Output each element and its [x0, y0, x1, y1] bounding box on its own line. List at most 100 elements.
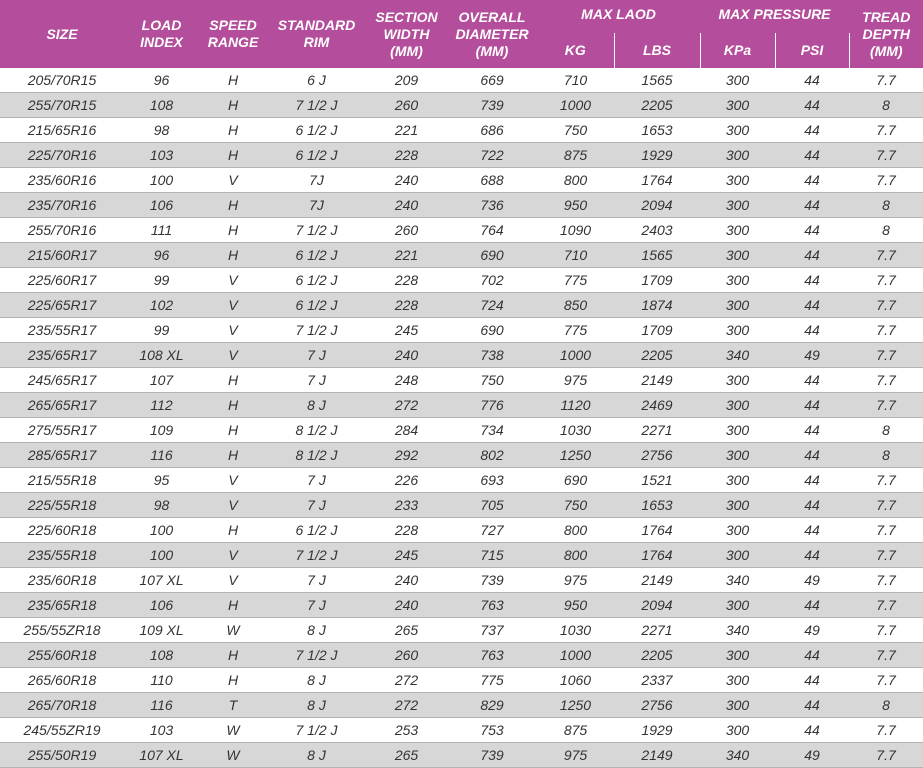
header-section-width-line1: SECTION	[375, 8, 438, 25]
overall-diameter-cell: 690	[447, 242, 537, 268]
max-load-kg-cell: 800	[537, 167, 614, 193]
size-cell: 275/55R17	[0, 417, 124, 443]
table-row: 235/55R17 99 V 7 1/2 J 245 690 775 1709 300 44 7.7	[0, 317, 923, 343]
standard-rim-cell: 7 1/2 J	[267, 317, 366, 343]
load-index-cell: 98	[124, 117, 199, 143]
table-row: 265/70R18 116 T 8 J 272 829 1250 2756 300 44 8	[0, 692, 923, 718]
table-row: 225/70R16 103 H 6 1/2 J 228 722 875 1929 300 44 7.…	[0, 142, 923, 168]
overall-diameter-cell: 739	[447, 742, 537, 768]
load-index-cell: 95	[124, 467, 199, 493]
standard-rim-cell: 8 J	[267, 617, 366, 643]
speed-range-cell: V	[199, 542, 267, 568]
table-row: 255/55ZR18 109 XL W 8 J 265 737 1030 2271 340 49 7…	[0, 617, 923, 643]
max-pressure-psi-cell: 44	[775, 542, 850, 568]
header-standard-rim-line1: STANDARD	[277, 17, 356, 33]
max-pressure-kpa-cell: 340	[700, 742, 776, 768]
max-pressure-psi-cell: 44	[775, 317, 850, 343]
max-pressure-kpa-cell: 300	[700, 242, 776, 268]
size-cell: 265/70R18	[0, 692, 124, 718]
table-row: 265/60R18 110 H 8 J 272 775 1060 2337 300 44 7.7	[0, 667, 923, 693]
load-index-cell: 102	[124, 292, 199, 318]
table-row: 255/50R19 107 XL W 8 J 265 739 975 2149 340 49 7.7	[0, 742, 923, 768]
overall-diameter-cell: 702	[447, 267, 537, 293]
table-row: 255/60R18 108 H 7 1/2 J 260 763 1000 2205 300 44 7…	[0, 642, 923, 668]
load-index-cell: 109	[124, 417, 199, 443]
max-load-kg-cell: 975	[537, 742, 614, 768]
max-pressure-psi-cell: 44	[775, 242, 850, 268]
speed-range-cell: H	[199, 417, 267, 443]
size-cell: 285/65R17	[0, 442, 124, 468]
load-index-cell: 103	[124, 142, 199, 168]
overall-diameter-cell: 727	[447, 517, 537, 543]
overall-diameter-cell: 722	[447, 142, 537, 168]
max-load-kg-cell: 975	[537, 567, 614, 593]
max-load-lbs-cell: 2094	[614, 592, 701, 618]
tread-depth-cell: 7.7	[849, 392, 923, 418]
max-pressure-kpa-cell: 300	[700, 692, 776, 718]
speed-range-cell: T	[199, 692, 267, 718]
max-pressure-psi-cell: 44	[775, 92, 850, 118]
standard-rim-cell: 7 1/2 J	[267, 717, 366, 743]
size-cell: 235/60R18	[0, 567, 124, 593]
tread-depth-cell: 7.7	[849, 467, 923, 493]
size-cell: 225/70R16	[0, 142, 124, 168]
max-load-lbs-cell: 1565	[614, 242, 701, 268]
section-width-cell: 284	[366, 417, 447, 443]
section-width-cell: 233	[366, 492, 447, 518]
max-pressure-psi-cell: 49	[775, 567, 850, 593]
load-index-cell: 99	[124, 317, 199, 343]
overall-diameter-cell: 734	[447, 417, 537, 443]
tread-depth-cell: 7.7	[849, 142, 923, 168]
header-speed-range-line1: SPEED	[209, 17, 257, 33]
size-cell: 265/60R18	[0, 667, 124, 693]
section-width-cell: 240	[366, 192, 447, 218]
header-overall-diameter-line1: OVERALL	[458, 8, 526, 25]
max-pressure-psi-cell: 49	[775, 742, 850, 768]
tread-depth-cell: 7.7	[849, 367, 923, 393]
header-overall-diameter-line2: DIAMETER	[455, 25, 529, 42]
table-row: 245/55ZR19 103 W 7 1/2 J 253 753 875 1929 300 44 7…	[0, 717, 923, 743]
section-width-cell: 228	[366, 292, 447, 318]
standard-rim-cell: 7 1/2 J	[267, 642, 366, 668]
table-row: 245/65R17 107 H 7 J 248 750 975 2149 300 44 7.7	[0, 367, 923, 393]
max-pressure-psi-cell: 44	[775, 367, 850, 393]
max-load-kg-cell: 800	[537, 517, 614, 543]
overall-diameter-cell: 693	[447, 467, 537, 493]
tread-depth-cell: 8	[849, 692, 923, 718]
load-index-cell: 99	[124, 267, 199, 293]
max-pressure-psi-cell: 44	[775, 692, 850, 718]
load-index-cell: 107 XL	[124, 742, 199, 768]
speed-range-cell: H	[199, 117, 267, 143]
overall-diameter-cell: 829	[447, 692, 537, 718]
standard-rim-cell: 6 1/2 J	[267, 142, 366, 168]
table-row: 275/55R17 109 H 8 1/2 J 284 734 1030 2271 300 44 8	[0, 417, 923, 443]
tread-depth-cell: 7.7	[849, 267, 923, 293]
max-pressure-kpa-cell: 340	[700, 617, 776, 643]
max-load-lbs-cell: 1653	[614, 492, 701, 518]
header-size: SIZE	[0, 0, 124, 68]
overall-diameter-cell: 686	[447, 117, 537, 143]
table-row: 225/60R17 99 V 6 1/2 J 228 702 775 1709 300 44 7.7	[0, 267, 923, 293]
max-load-lbs-cell: 1709	[614, 267, 701, 293]
max-pressure-kpa-cell: 300	[700, 167, 776, 193]
speed-range-cell: H	[199, 442, 267, 468]
max-pressure-kpa-cell: 300	[700, 267, 776, 293]
table-row: 255/70R15 108 H 7 1/2 J 260 739 1000 2205 300 44 8	[0, 92, 923, 118]
max-pressure-kpa-cell: 300	[700, 417, 776, 443]
table-row: 205/70R15 96 H 6 J 209 669 710 1565 300 44 7.7	[0, 68, 923, 93]
section-width-cell: 209	[366, 68, 447, 93]
speed-range-cell: H	[199, 667, 267, 693]
tread-depth-cell: 8	[849, 92, 923, 118]
section-width-cell: 240	[366, 342, 447, 368]
section-width-cell: 240	[366, 167, 447, 193]
standard-rim-cell: 6 J	[267, 68, 366, 93]
max-pressure-kpa-cell: 300	[700, 717, 776, 743]
max-pressure-kpa-cell: 300	[700, 367, 776, 393]
section-width-cell: 245	[366, 317, 447, 343]
max-load-lbs-cell: 1521	[614, 467, 701, 493]
table-row: 255/70R16 111 H 7 1/2 J 260 764 1090 2403 300 44 8	[0, 217, 923, 243]
max-load-kg-cell: 710	[537, 242, 614, 268]
overall-diameter-cell: 669	[447, 68, 537, 93]
max-pressure-psi-cell: 44	[775, 517, 850, 543]
table-row: 225/60R18 100 H 6 1/2 J 228 727 800 1764 300 44 7.…	[0, 517, 923, 543]
